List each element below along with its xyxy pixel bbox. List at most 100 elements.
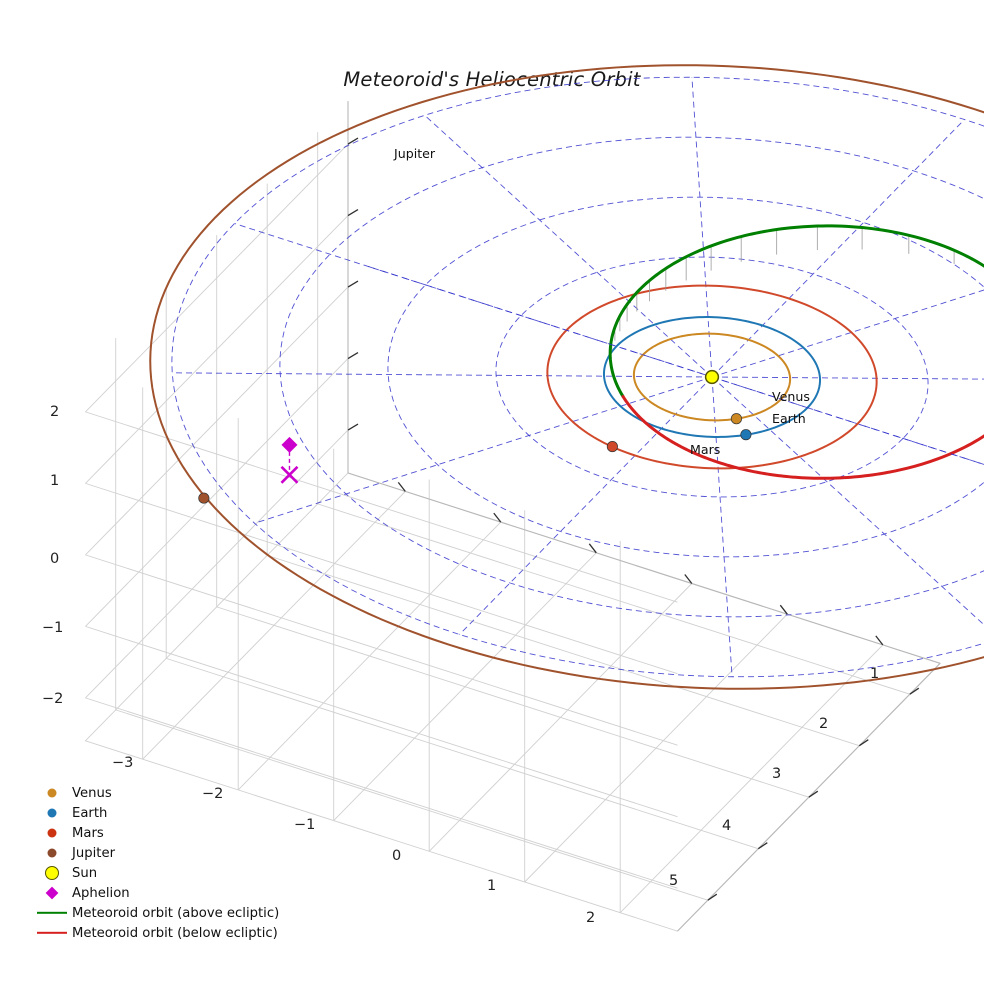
- legend-label: Meteoroid orbit (below ecliptic): [72, 925, 278, 941]
- tick-label-y-4: 5: [669, 873, 679, 889]
- legend-marker-dot-icon: [32, 843, 72, 863]
- axis-tick: [808, 790, 819, 798]
- legend-label: Venus: [72, 785, 112, 801]
- pane-gridline: [115, 709, 708, 901]
- tick-label-x-5: 2: [586, 910, 596, 926]
- legend-label: Jupiter: [72, 845, 115, 861]
- tick-label-y-3: 4: [722, 818, 732, 834]
- legend-item-aphelion[interactable]: Aphelion: [32, 883, 279, 903]
- axis-tick: [347, 137, 359, 145]
- tick-label-z-1: 1: [50, 473, 60, 489]
- tick-label-z-0: 2: [50, 404, 60, 420]
- tick-label-x-4: 1: [487, 878, 497, 894]
- ecliptic-polar-grid: [172, 372, 713, 378]
- legend-item-sun[interactable]: Sun: [32, 863, 279, 883]
- legend-label: Meteoroid orbit (above ecliptic): [72, 905, 280, 921]
- tick-label-x-1: −2: [202, 786, 224, 802]
- axis-tick: [347, 280, 359, 288]
- body-label-jupiter: Jupiter: [394, 146, 436, 161]
- ecliptic-polar-grid: [711, 376, 984, 380]
- pane-gridline: [85, 411, 678, 603]
- legend-marker-dot-icon: [32, 783, 72, 803]
- page-title: Meteoroid's Heliocentric Orbit: [343, 68, 641, 91]
- ecliptic-polar-grid: [387, 196, 984, 558]
- legend-marker-sun-icon: [32, 863, 72, 883]
- ecliptic-polar-grid: [711, 376, 984, 465]
- pane-gridline: [85, 697, 678, 889]
- orbit-path-earth: [602, 316, 822, 438]
- legend-item-venus[interactable]: Venus: [32, 783, 279, 803]
- axis-tick: [909, 687, 920, 695]
- ecliptic-polar-grid: [254, 376, 713, 524]
- ecliptic-polar-grid: [424, 114, 713, 378]
- axis-tick: [684, 574, 693, 584]
- ecliptic-polar-grid: [711, 376, 984, 626]
- body-label-mars: Mars: [690, 442, 721, 457]
- aphelion-ground-marker: [280, 465, 299, 484]
- tick-label-x-2: −1: [294, 817, 316, 833]
- tick-label-z-2: 0: [50, 551, 60, 567]
- orbit-path-jupiter: [149, 64, 984, 690]
- ecliptic-polar-grid: [459, 376, 713, 635]
- pane-gridline: [267, 554, 860, 747]
- axis-tick: [707, 893, 718, 901]
- legend-marker-dot-icon: [32, 803, 72, 823]
- pane-gridline: [85, 482, 678, 675]
- legend-label: Sun: [72, 865, 98, 881]
- legend-item-jupiter[interactable]: Jupiter: [32, 843, 279, 863]
- legend-label: Earth: [72, 805, 108, 821]
- pane-gridline: [216, 606, 809, 798]
- legend-item-mars[interactable]: Mars: [32, 823, 279, 843]
- aphelion-marker[interactable]: [281, 436, 298, 453]
- ecliptic-polar-grid: [711, 376, 733, 677]
- axis-tick: [493, 512, 502, 523]
- ecliptic-polar-grid: [711, 119, 965, 378]
- body-label-venus: Venus: [772, 389, 810, 404]
- axis-tick: [347, 423, 359, 431]
- axis-tick: [875, 635, 884, 646]
- axis-tick: [347, 209, 359, 217]
- pane-gridline: [85, 625, 678, 818]
- legend-label: Mars: [72, 825, 104, 841]
- body-label-earth: Earth: [772, 411, 806, 426]
- axis-tick: [347, 352, 359, 360]
- legend-marker-line-icon: [32, 923, 72, 943]
- tick-label-y-2: 3: [772, 766, 782, 782]
- planet-marker-jupiter[interactable]: [198, 492, 210, 504]
- axis-tick: [397, 482, 406, 492]
- sun-marker[interactable]: [704, 369, 720, 385]
- tick-label-x-3: 0: [392, 848, 402, 864]
- axis-tick: [779, 604, 788, 615]
- legend-item-meteoroid-orbit-below-ecliptic[interactable]: Meteoroid orbit (below ecliptic): [32, 923, 279, 943]
- ecliptic-polar-grid: [171, 76, 984, 678]
- pane-gridline: [317, 503, 910, 695]
- tick-label-y-0: 1: [870, 666, 880, 682]
- planet-marker-earth[interactable]: [740, 429, 752, 441]
- tick-label-x-0: −3: [112, 755, 134, 771]
- meteoroid-orbit-above-ecliptic: [608, 224, 984, 399]
- legend-item-earth[interactable]: Earth: [32, 803, 279, 823]
- legend-label: Aphelion: [72, 885, 130, 901]
- legend-marker-diamond-icon: [32, 883, 72, 903]
- ecliptic-polar-grid: [279, 136, 984, 618]
- planet-marker-mars[interactable]: [606, 441, 618, 453]
- pane-gridline: [85, 554, 678, 746]
- ecliptic-polar-grid: [691, 77, 713, 378]
- ecliptic-reference-line: [368, 266, 984, 465]
- tick-label-z-4: −2: [42, 691, 64, 707]
- legend: Venus Earth Mars Jupiter Sun Aphelion Meteoroi…: [32, 783, 279, 943]
- tick-label-z-3: −1: [42, 620, 64, 636]
- axis-tick: [588, 543, 597, 554]
- axis-tick: [858, 739, 869, 747]
- meteoroid-orbit-below-ecliptic: [621, 395, 984, 480]
- legend-marker-dot-icon: [32, 823, 72, 843]
- legend-item-meteoroid-orbit-above-ecliptic[interactable]: Meteoroid orbit (above ecliptic): [32, 903, 279, 923]
- ecliptic-polar-grid: [711, 289, 984, 378]
- planet-marker-venus[interactable]: [730, 413, 742, 425]
- axis-tick: [757, 842, 768, 850]
- pane-gridline: [166, 657, 759, 850]
- axis-spine: [347, 472, 941, 664]
- legend-marker-line-icon: [32, 903, 72, 923]
